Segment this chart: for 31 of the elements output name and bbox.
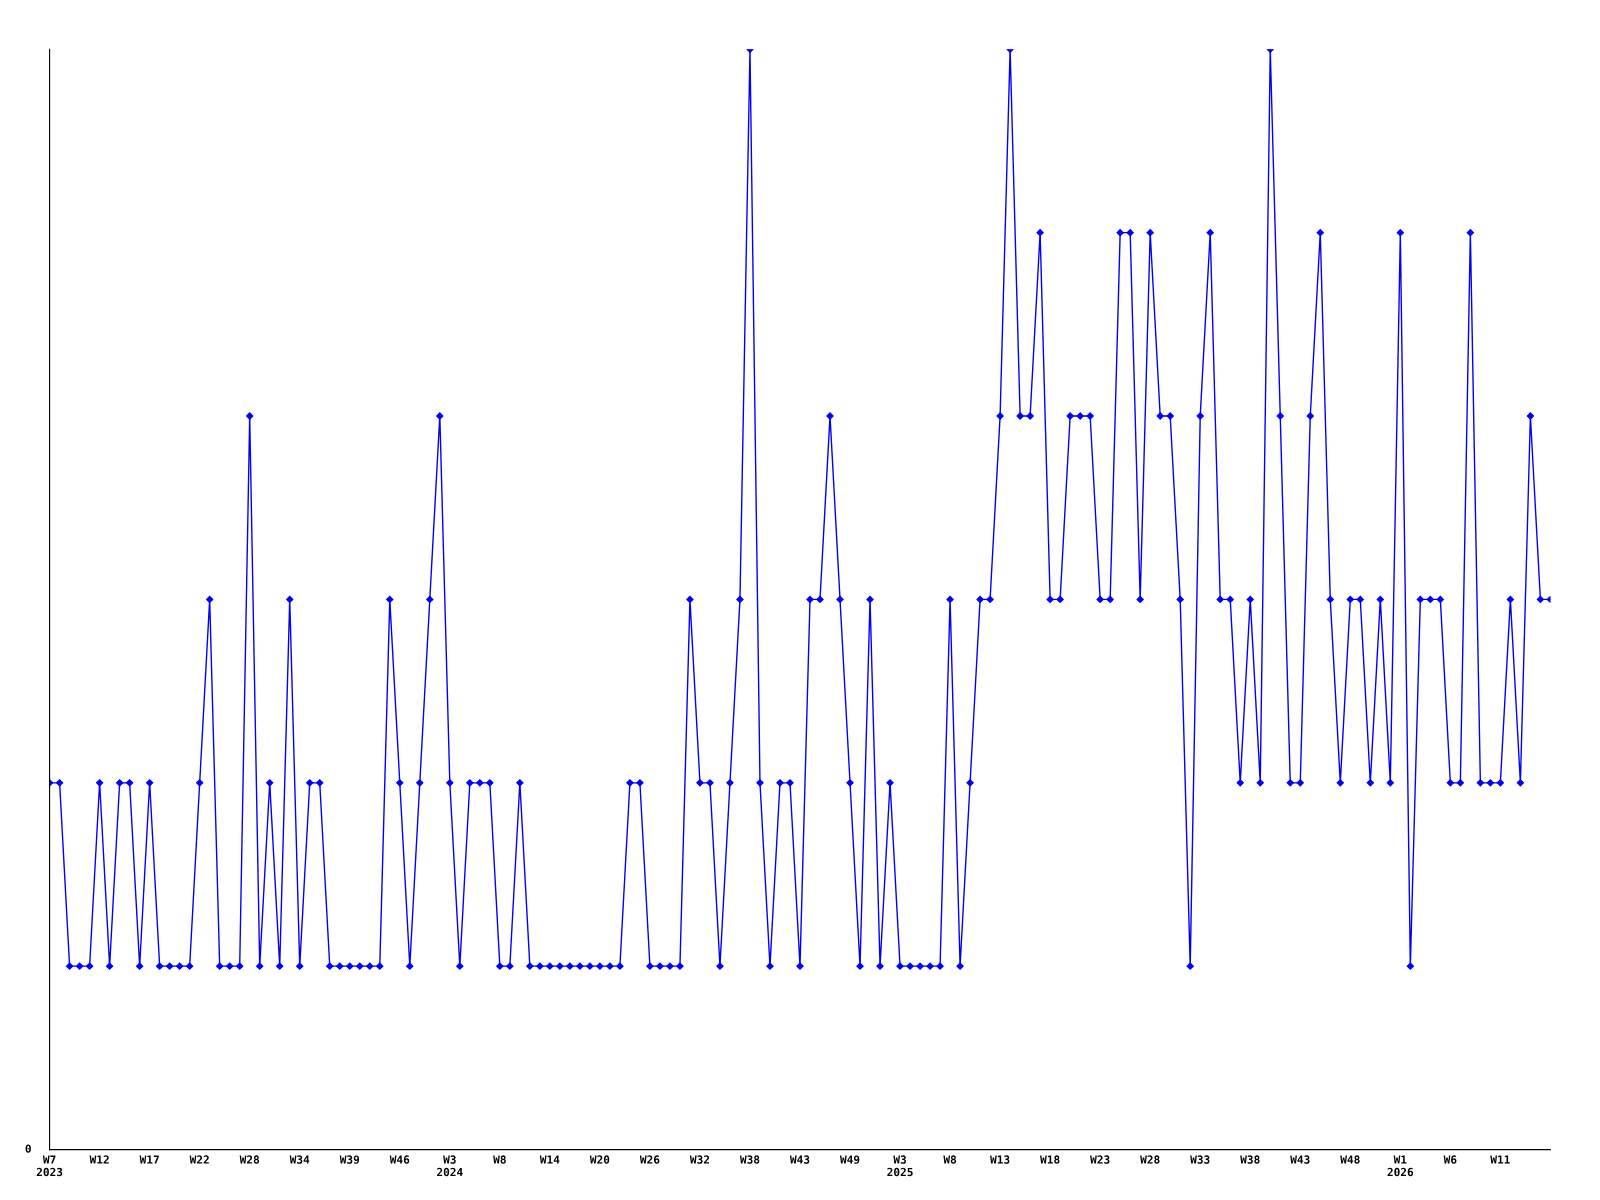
x-tick-label: W33 — [1190, 1155, 1210, 1164]
x-tick-label: W28 — [239, 1155, 260, 1164]
text: 0 — [25, 1144, 31, 1153]
x-tick-label: W6 — [1443, 1155, 1457, 1164]
x-tick-label: W1 2026 — [1387, 1155, 1414, 1177]
x-tick-label: W38 — [739, 1155, 760, 1164]
x-tick-label: W46 — [389, 1155, 410, 1164]
x-tick-label: W22 — [189, 1155, 209, 1164]
x-tick-label: W13 — [990, 1155, 1010, 1164]
x-tick-label: W23 — [1090, 1155, 1110, 1164]
x-tick-label: W38 — [1240, 1155, 1260, 1164]
x-tick-label: W14 — [539, 1155, 560, 1164]
x-tick-label: W32 — [689, 1155, 710, 1164]
x-tick-label: W18 — [1040, 1155, 1060, 1164]
x-tick-label: W8 — [943, 1155, 957, 1164]
x-tick-label: W12 — [89, 1155, 109, 1164]
x-tick-label: W48 — [1340, 1155, 1360, 1164]
x-tick-label: W3 2025 — [887, 1155, 913, 1177]
x-tick-label: W34 — [289, 1155, 310, 1164]
x-tick-label: W3 2024 — [437, 1155, 463, 1177]
x-tick-label: W7 2023 — [36, 1155, 63, 1177]
x-tick-label: W8 — [493, 1155, 506, 1164]
x-tick-label: W43 — [1290, 1155, 1310, 1164]
x-tick-label: W39 — [339, 1155, 360, 1164]
x-tick-label: W11 — [1490, 1155, 1510, 1164]
x-tick-label: W49 — [839, 1155, 860, 1164]
x-tick-label: W17 — [139, 1155, 159, 1164]
x-tick-label: W43 — [789, 1155, 810, 1164]
x-tick-label: W20 — [589, 1155, 610, 1164]
x-tick-label: W26 — [639, 1155, 660, 1164]
x-tick-label: W28 — [1140, 1155, 1160, 1164]
